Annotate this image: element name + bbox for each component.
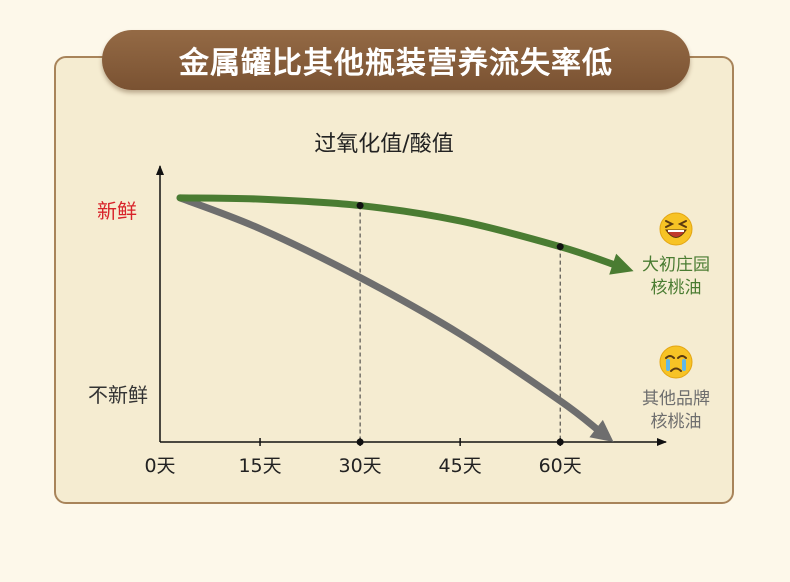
axis-point: [556, 438, 564, 446]
x-tick-label: 0天: [144, 455, 175, 477]
title-banner: 金属罐比其他瓶装营养流失率低: [102, 30, 690, 90]
series-label: 其他品牌: [642, 389, 710, 409]
series-arrowhead-dachu: [609, 253, 634, 275]
laughing-emoji-icon: [659, 212, 693, 246]
x-tick-label: 60天: [539, 455, 582, 477]
x-tick-label: 15天: [238, 455, 281, 477]
series-line-other: [176, 194, 602, 434]
series-line-dachu: [176, 194, 619, 269]
x-tick-label: 45天: [439, 455, 482, 477]
axis-point: [356, 438, 364, 446]
crying-emoji-icon: [659, 345, 693, 379]
y-label-fresh: 新鲜: [97, 199, 137, 223]
series-label: 核桃油: [651, 278, 702, 298]
series-arrowhead-other: [589, 419, 614, 442]
x-tick-label: 30天: [339, 455, 382, 477]
series-label: 大初庄园: [642, 255, 710, 275]
chart-card: [54, 56, 734, 504]
series-label: 核桃油: [651, 412, 702, 432]
chart-title: 过氧化值/酸值: [314, 132, 453, 157]
data-point: [356, 202, 364, 210]
banner-title: 金属罐比其他瓶装营养流失率低: [179, 46, 613, 81]
data-point: [556, 243, 564, 251]
y-label-not-fresh: 不新鲜: [88, 383, 148, 407]
